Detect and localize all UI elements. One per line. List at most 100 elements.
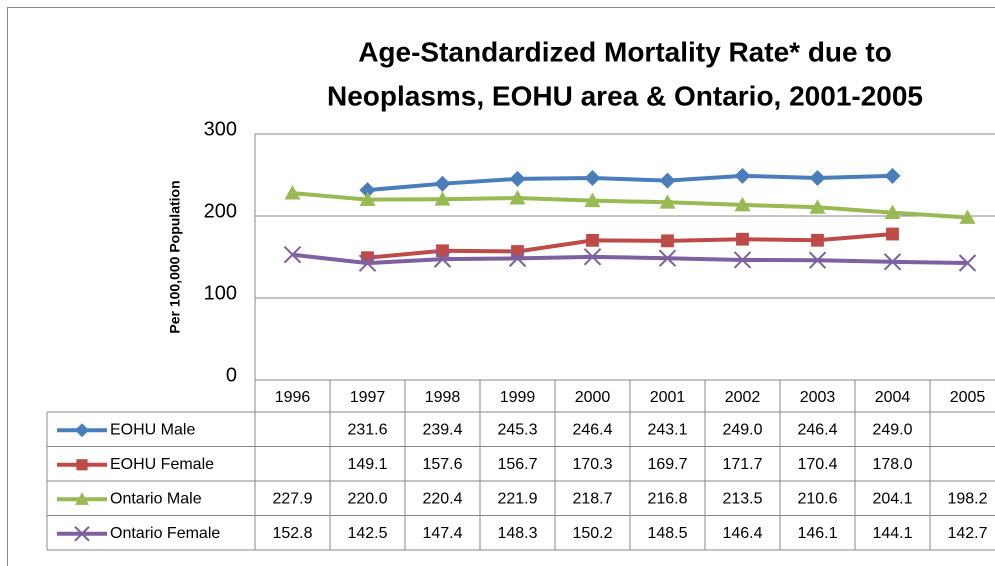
- chart-title: Neoplasms, EOHU area & Ontario, 2001-200…: [327, 80, 923, 111]
- table-value: 142.7: [947, 525, 987, 542]
- marker: [511, 245, 524, 258]
- table-value: 146.1: [797, 525, 837, 542]
- marker: [886, 227, 899, 241]
- marker: [76, 459, 88, 471]
- table-value: 146.4: [722, 525, 762, 542]
- marker: [75, 423, 89, 438]
- marker: [284, 185, 301, 200]
- marker: [584, 192, 601, 208]
- x-tick-label: 1998: [425, 389, 461, 406]
- y-tick-label: 300: [204, 118, 237, 140]
- x-tick-label: 2005: [950, 389, 986, 406]
- marker: [658, 249, 677, 267]
- table-value: 156.7: [497, 456, 537, 473]
- table-value: 148.5: [647, 525, 687, 542]
- marker: [884, 204, 901, 220]
- table-value: 246.4: [572, 421, 612, 438]
- table-value: 231.6: [347, 421, 387, 438]
- table-value: 249.0: [872, 421, 912, 438]
- chart-title: Age-Standardized Mortality Rate* due to: [358, 36, 892, 67]
- marker: [508, 249, 527, 268]
- table-value: 144.1: [872, 525, 912, 542]
- marker: [733, 251, 752, 269]
- series-line: [292, 191, 968, 220]
- series-line: [292, 252, 968, 266]
- table-value: 216.8: [647, 490, 687, 507]
- marker: [659, 194, 676, 209]
- table-value: 210.6: [797, 490, 837, 507]
- x-tick-label: 2003: [800, 389, 836, 406]
- table-value: 239.4: [422, 421, 462, 438]
- marker: [808, 251, 827, 269]
- marker: [959, 209, 976, 224]
- x-tick-label: 2001: [650, 389, 686, 406]
- x-tick-label: 1997: [350, 389, 386, 406]
- marker: [75, 492, 89, 505]
- marker: [884, 167, 901, 184]
- marker: [359, 182, 376, 199]
- marker: [436, 244, 449, 258]
- marker: [433, 250, 452, 268]
- table-value: 213.5: [722, 490, 762, 507]
- marker: [434, 175, 451, 192]
- legend-label: EOHU Female: [110, 456, 214, 473]
- table-value: 243.1: [647, 421, 687, 438]
- marker: [883, 253, 902, 271]
- table-value: 148.3: [497, 525, 537, 542]
- x-tick-label: 2000: [575, 389, 611, 406]
- y-tick-label: 200: [204, 200, 237, 222]
- table-value: 198.2: [947, 490, 987, 507]
- legend-label: Ontario Male: [110, 490, 202, 507]
- table-value: 170.3: [572, 456, 612, 473]
- table-value: 246.4: [797, 421, 837, 438]
- marker: [809, 199, 826, 214]
- table-value: 150.2: [572, 525, 612, 542]
- table-value: 157.6: [422, 456, 462, 473]
- x-tick-label: 1999: [500, 389, 536, 406]
- marker: [359, 191, 376, 206]
- y-tick-label: 100: [204, 282, 237, 304]
- marker: [809, 169, 826, 186]
- table-value: 245.3: [497, 421, 537, 438]
- table-value: 170.4: [797, 456, 837, 473]
- table-value: 220.0: [347, 490, 387, 507]
- x-tick-label: 1996: [275, 389, 311, 406]
- marker: [434, 191, 451, 206]
- marker: [509, 170, 526, 187]
- legend-label: Ontario Female: [110, 525, 220, 542]
- marker: [734, 196, 751, 212]
- marker: [659, 172, 676, 189]
- series-line: [367, 232, 893, 260]
- table-value: 218.7: [572, 490, 612, 507]
- x-tick-label: 2004: [875, 389, 911, 406]
- table-value: 171.7: [722, 456, 762, 473]
- marker: [74, 526, 90, 542]
- marker: [734, 167, 751, 184]
- y-tick-label: 0: [226, 364, 237, 386]
- marker: [958, 254, 977, 272]
- chart-border: [7, 7, 995, 566]
- marker: [736, 232, 749, 246]
- marker: [509, 190, 526, 205]
- marker: [583, 248, 602, 266]
- table-value: 204.1: [872, 490, 912, 507]
- table-value: 169.7: [647, 456, 687, 473]
- table-value: 227.9: [272, 490, 312, 507]
- table-value: 221.9: [497, 490, 537, 507]
- table-value: 152.8: [272, 525, 312, 542]
- marker: [584, 169, 601, 186]
- series-line: [367, 173, 893, 193]
- table-value: 149.1: [347, 456, 387, 473]
- marker: [661, 234, 674, 248]
- table-value: 249.0: [722, 421, 762, 438]
- marker: [811, 233, 824, 247]
- table-value: 220.4: [422, 490, 462, 507]
- table-value: 178.0: [872, 456, 912, 473]
- y-axis-title: Per 100,000 Population: [167, 180, 183, 333]
- table-value: 147.4: [422, 525, 462, 542]
- table-value: 142.5: [347, 525, 387, 542]
- marker: [586, 233, 599, 247]
- x-tick-label: 2002: [725, 389, 761, 406]
- marker: [283, 245, 302, 264]
